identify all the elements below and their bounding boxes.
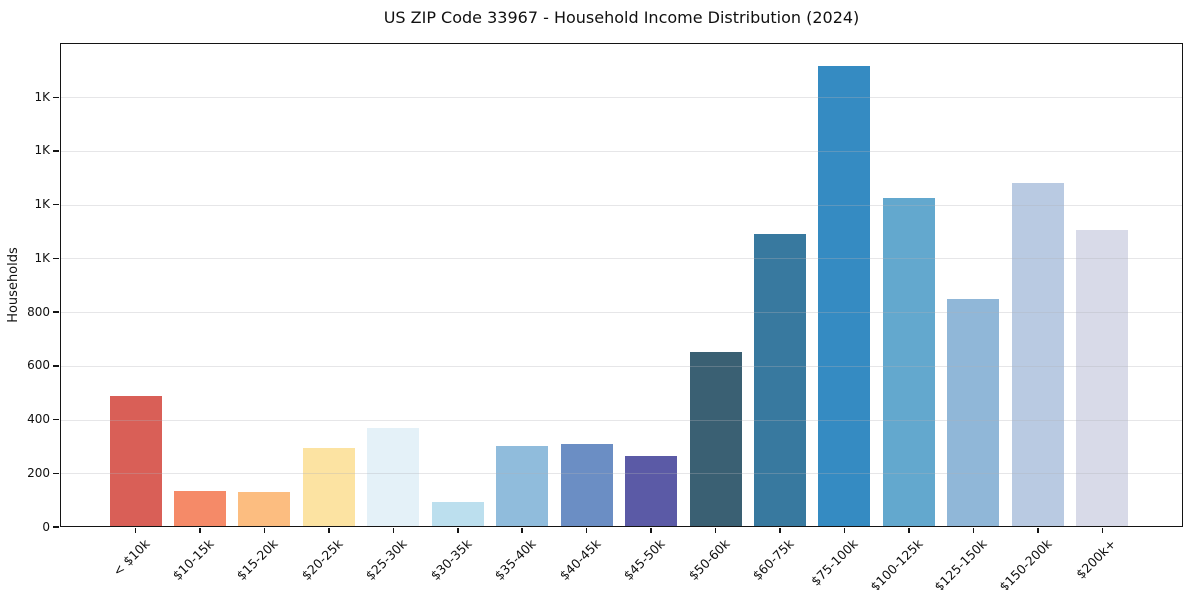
y-tick-label: 1K xyxy=(34,250,50,265)
bar-25-30k xyxy=(367,427,420,527)
bar-100-125k xyxy=(882,197,935,527)
x-tick-mark xyxy=(263,528,266,533)
x-tick-mark xyxy=(134,528,137,533)
y-tick-label: 200 xyxy=(27,465,50,480)
bar-15-20k xyxy=(238,491,291,527)
bar-150-200k xyxy=(1011,182,1064,527)
bar-50-60k xyxy=(689,352,742,527)
x-tick-mark xyxy=(328,528,330,533)
y-tick-mark xyxy=(53,526,59,528)
x-tick-label-10k: < $10k xyxy=(109,536,153,579)
x-tick-mark xyxy=(585,528,588,533)
x-tick-mark xyxy=(843,528,846,533)
y-tick-label: 1K xyxy=(34,197,50,212)
bar-30-35k xyxy=(431,502,484,527)
x-tick-mark xyxy=(650,528,652,533)
y-tick-label: 1K xyxy=(34,89,50,104)
y-tick-label: 0 xyxy=(42,519,50,534)
y-tick-mark xyxy=(53,472,59,475)
y-tick-label: 1K xyxy=(34,143,50,158)
bar-20-25k xyxy=(302,447,355,527)
bar-10k xyxy=(109,396,162,527)
y-tick-mark xyxy=(53,203,59,206)
bar-125-150k xyxy=(947,298,1000,527)
x-tick-mark xyxy=(392,528,395,533)
x-tick-mark xyxy=(908,528,910,533)
y-axis-label: Households xyxy=(6,247,21,323)
x-tick-mark xyxy=(972,528,975,533)
bar-40-45k xyxy=(560,444,613,527)
x-tick-mark xyxy=(714,528,717,533)
x-tick-mark xyxy=(1101,528,1103,533)
bar-45-50k xyxy=(625,455,678,527)
y-tick-label: 800 xyxy=(27,304,50,319)
x-tick-mark xyxy=(779,528,781,533)
y-tick-mark xyxy=(53,150,59,152)
y-tick-mark xyxy=(53,365,59,367)
y-tick-mark xyxy=(53,96,59,98)
y-tick-label: 600 xyxy=(27,358,50,373)
x-tick-mark xyxy=(521,528,523,533)
bar-35-40k xyxy=(496,445,549,527)
bar-200k xyxy=(1076,229,1129,527)
bar-75-100k xyxy=(818,66,871,527)
bar-10-15k xyxy=(173,490,226,527)
y-tick-label: 400 xyxy=(27,412,50,427)
bar-60-75k xyxy=(754,233,806,527)
x-tick-mark xyxy=(199,528,201,533)
plot-area xyxy=(60,43,1183,527)
x-tick-mark xyxy=(1037,528,1039,533)
y-tick-mark xyxy=(53,311,59,313)
y-tick-mark xyxy=(53,418,59,421)
x-tick-mark xyxy=(457,528,459,533)
chart-title: US ZIP Code 33967 - Household Income Dis… xyxy=(383,8,860,27)
y-tick-mark xyxy=(53,257,59,260)
